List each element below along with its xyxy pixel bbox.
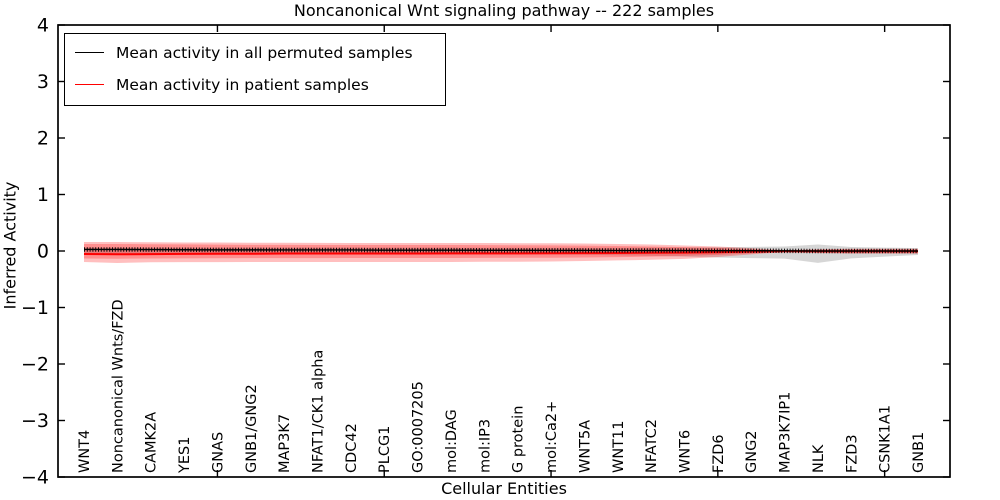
x-tick-label: CDC42 bbox=[344, 423, 360, 473]
x-tick-label: PLCG1 bbox=[377, 426, 393, 473]
y-tick-label: −2 bbox=[21, 354, 49, 376]
x-tick-label: mol:Ca2+ bbox=[544, 401, 560, 473]
chart-title: Noncanonical Wnt signaling pathway -- 22… bbox=[293, 1, 715, 20]
legend-item-patient: Mean activity in patient samples bbox=[75, 70, 435, 99]
x-tick-label: GNB1/GNG2 bbox=[244, 384, 260, 473]
legend-item-permuted: Mean activity in all permuted samples bbox=[75, 38, 435, 67]
red-line-sample-icon bbox=[75, 84, 104, 85]
x-tick-label: NFATC2 bbox=[644, 419, 660, 473]
permuted-mean-markers bbox=[84, 247, 918, 254]
y-tick-label: −3 bbox=[21, 410, 49, 432]
x-tick-label: mol:DAG bbox=[444, 409, 460, 473]
x-tick-label: WNT5A bbox=[577, 420, 593, 473]
x-axis-label: Cellular Entities bbox=[441, 479, 567, 498]
x-tick-label: GNG2 bbox=[744, 430, 760, 473]
x-tick-label: CSNK1A1 bbox=[878, 405, 894, 473]
legend-item-label: Mean activity in all permuted samples bbox=[116, 43, 413, 62]
x-tick-label: GNB1 bbox=[911, 432, 927, 473]
x-tick-label: CAMK2A bbox=[144, 412, 160, 473]
x-tick-label: G protein bbox=[511, 406, 527, 473]
black-line-sample-icon bbox=[75, 52, 104, 53]
x-tick-label: Noncanonical Wnts/FZD bbox=[110, 299, 126, 473]
legend-item-label: Mean activity in patient samples bbox=[116, 75, 369, 94]
x-tick-label: NFAT1/CK1 alpha bbox=[311, 350, 327, 473]
x-tick-label: YES1 bbox=[177, 437, 193, 474]
x-tick-label: WNT6 bbox=[677, 430, 693, 473]
x-tick-label: FZD3 bbox=[844, 434, 860, 473]
y-tick-label: 2 bbox=[37, 128, 49, 150]
y-tick-label: −4 bbox=[21, 467, 49, 489]
y-tick-label: 4 bbox=[37, 15, 49, 37]
x-tick-label: FZD6 bbox=[711, 434, 727, 473]
y-tick-label: 3 bbox=[37, 71, 49, 93]
x-tick-label: GNAS bbox=[210, 432, 226, 473]
x-tick-label: MAP3K7IP1 bbox=[778, 392, 794, 473]
x-tick-label: NLK bbox=[811, 444, 827, 473]
x-tick-label: WNT11 bbox=[611, 421, 627, 474]
x-tick-label: GO:0007205 bbox=[411, 381, 427, 473]
y-tick-label: 0 bbox=[37, 241, 49, 263]
x-tick-label: WNT4 bbox=[77, 430, 93, 473]
patient-samples-range-inner-band bbox=[84, 243, 918, 259]
y-tick-label: −1 bbox=[21, 297, 49, 319]
x-tick-label: mol:IP3 bbox=[477, 419, 493, 473]
y-axis-label: Inferred Activity bbox=[0, 181, 20, 310]
legend: Mean activity in all permuted samples Me… bbox=[64, 33, 446, 106]
y-tick-label: 1 bbox=[37, 184, 49, 206]
x-tick-label: MAP3K7 bbox=[277, 414, 293, 473]
